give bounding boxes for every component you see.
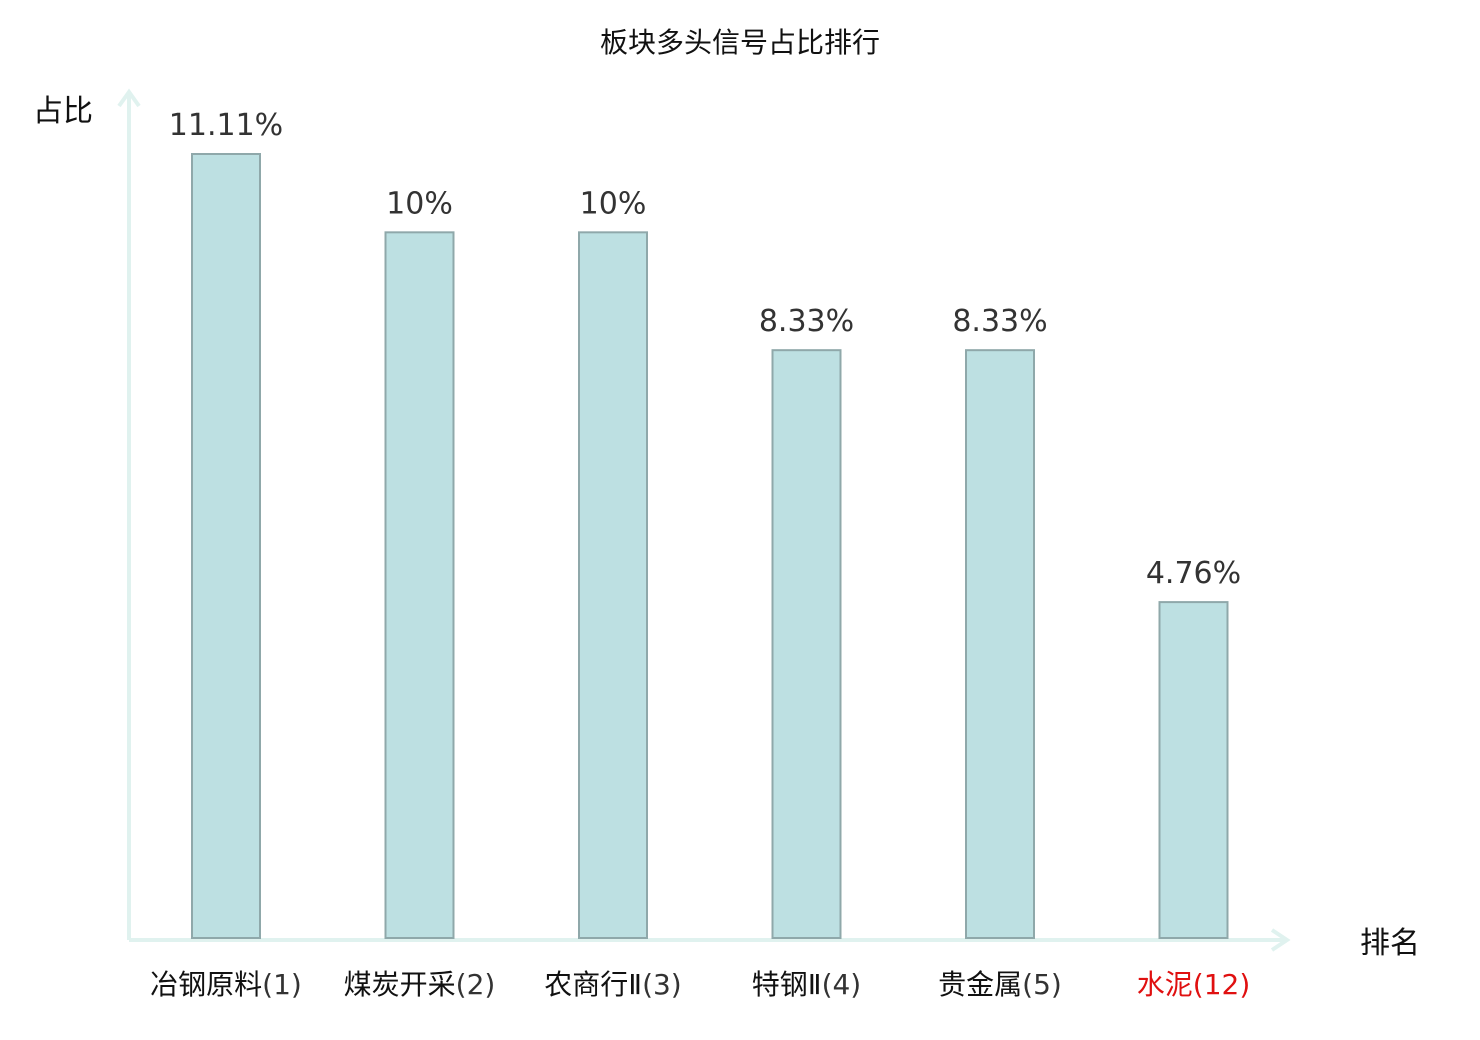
category-name: 贵金属	[938, 968, 1022, 1001]
bar	[771, 349, 842, 940]
x-tick-label: 水泥(12)	[1137, 968, 1251, 1001]
x-tick-label: 贵金属(5)	[938, 968, 1062, 1001]
x-tick-label: 冶钢原料(1)	[150, 968, 302, 1001]
x-tick-label: 农商行Ⅱ(3)	[544, 968, 681, 1001]
category-name: 农商行Ⅱ	[544, 968, 642, 1001]
bar	[965, 349, 1035, 940]
value-label: 10%	[580, 186, 647, 221]
bars	[191, 153, 1229, 940]
x-tick-labels: 冶钢原料(1) 煤炭开采(2) 农商行Ⅱ(3) 特钢Ⅱ(4) 贵金属(5) 水泥(12)	[150, 968, 1250, 1001]
x-tick-label: 煤炭开采(2)	[344, 968, 496, 1001]
value-label: 11.11%	[169, 108, 283, 143]
y-axis-arrow	[117, 88, 141, 108]
axes	[117, 88, 1291, 952]
category-rank: (1)	[262, 968, 302, 1001]
category-rank: (5)	[1022, 968, 1062, 1001]
chart-title: 板块多头信号占比排行	[600, 26, 880, 59]
x-tick-label: 特钢Ⅱ(4)	[752, 968, 861, 1001]
value-label: 8.33%	[952, 304, 1047, 339]
bar	[578, 231, 648, 940]
category-rank: (4)	[822, 968, 862, 1001]
bar	[1158, 601, 1229, 940]
category-rank: (12)	[1193, 968, 1250, 1001]
value-label: 8.33%	[759, 304, 854, 339]
category-rank: (3)	[642, 968, 682, 1001]
category-name: 特钢Ⅱ	[752, 968, 822, 1001]
x-axis-arrow	[1270, 928, 1291, 952]
category-name: 冶钢原料	[150, 968, 262, 1001]
category-rank: (2)	[456, 968, 496, 1001]
y-axis-label: 占比	[33, 94, 93, 129]
value-label: 10%	[386, 186, 453, 221]
category-name: 煤炭开采	[344, 968, 456, 1001]
category-name: 水泥	[1137, 968, 1193, 1001]
bar	[384, 231, 455, 940]
x-axis-label: 排名	[1360, 926, 1420, 961]
bar	[191, 153, 261, 939]
value-labels: 11.11% 10% 10% 8.33% 8.33% 4.76%	[169, 108, 1241, 591]
value-label: 4.76%	[1146, 556, 1241, 591]
